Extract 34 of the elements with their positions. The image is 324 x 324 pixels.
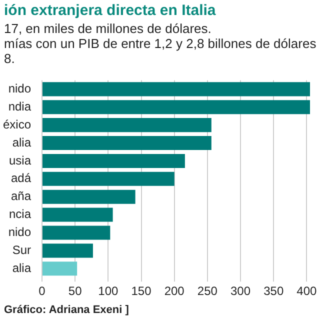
chart-title: ión extranjera directa en Italia — [4, 2, 216, 19]
y-tick-label: Sur — [12, 242, 32, 257]
x-tick-label: 100 — [98, 284, 119, 298]
chart-subtitle: 17, en miles de millones de dólares. mías con un PIB de entre 1,2 y 2,8 billones de dólares 8. — [4, 21, 316, 66]
bar — [42, 82, 310, 96]
x-tick-label: 150 — [131, 284, 152, 298]
y-tick-label: alia — [12, 260, 32, 275]
y-tick-label: usia — [9, 153, 32, 168]
bar — [42, 262, 78, 276]
bar — [42, 190, 136, 204]
y-tick-label: ncia — [9, 207, 32, 222]
bar — [42, 154, 185, 168]
bar — [42, 100, 310, 114]
text: Gráfico: Adriana Exeni ] — [4, 304, 129, 316]
bar — [42, 244, 93, 258]
y-tick-label: ndia — [8, 99, 32, 114]
bar — [42, 226, 110, 240]
y-tick-label: aña — [10, 189, 32, 204]
x-tick-label: 400 — [296, 284, 318, 298]
x-tick-label: 0 — [38, 284, 46, 298]
y-tick-label: alia — [12, 135, 32, 150]
x-tick-label: 300 — [230, 284, 251, 298]
x-tick-label: 350 — [264, 284, 284, 298]
bar — [42, 118, 212, 132]
y-tick-label: adá — [10, 171, 32, 186]
bar — [42, 136, 212, 150]
x-tick-label: 250 — [197, 284, 218, 298]
bar — [42, 208, 113, 222]
y-tick-label: nido — [8, 225, 32, 240]
bar — [42, 172, 174, 186]
x-tick-label: 200 — [164, 284, 185, 298]
y-tick-label: éxico — [3, 117, 32, 132]
y-tick-label: nido — [8, 81, 32, 96]
x-tick-label: 50 — [68, 284, 82, 298]
